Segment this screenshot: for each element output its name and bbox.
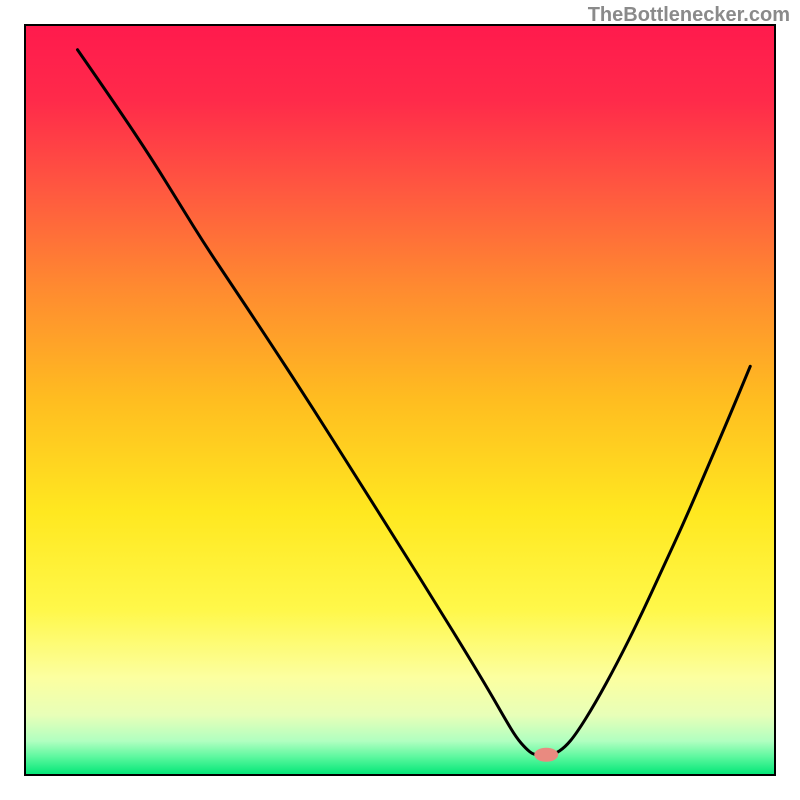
optimal-point-marker: [534, 748, 558, 762]
bottleneck-curve-chart: [0, 0, 800, 800]
watermark-text: TheBottlenecker.com: [588, 4, 790, 27]
chart-container: TheBottlenecker.com: [0, 0, 800, 800]
